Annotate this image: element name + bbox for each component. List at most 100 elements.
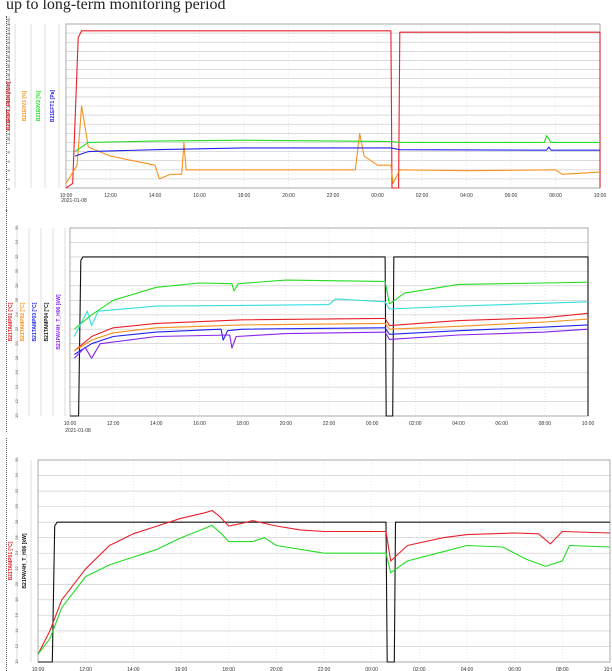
- chart-detail: 36 34 32 30 28 26 24 22 20 18 16 14 12 10 10:00 12:00 14…: [8, 457, 612, 671]
- x-tick-label: 06:00: [508, 667, 521, 671]
- y-tick-label: 1.8E-2: [6, 95, 11, 108]
- axis-label: B21TAMP01 [°C]: [8, 541, 14, 580]
- chart-pressure: 3.6E-23.4E-23.2E-23.0E-22.8E-22.6E-22.4E…: [6, 16, 607, 204]
- y-tick-label: 10: [14, 413, 19, 418]
- y-tick-label: 16: [14, 612, 19, 617]
- y-tick-label: 2: [6, 178, 11, 181]
- y-tick-label: 6: [6, 160, 11, 163]
- axis-label: B21TAMP02 [°C]: [20, 302, 26, 341]
- series-line-green: [73, 279, 589, 330]
- x-tick-label: 22:00: [327, 193, 340, 199]
- axis-label: B21TAMP01 [°C]: [8, 302, 14, 341]
- y-tick-label: 1.0E-2: [6, 132, 11, 145]
- y-tick-label: 28: [14, 283, 19, 288]
- x-tick-label: 10:00: [604, 667, 612, 671]
- x-tick-label: 04:00: [460, 193, 473, 199]
- y-tick-label: 34: [14, 472, 19, 477]
- separator-top: [6, 16, 7, 216]
- series-line-blue: [74, 324, 589, 355]
- y-tick-label: 14: [14, 384, 19, 389]
- x-tick-label: 16:00: [193, 193, 206, 199]
- series-line-green: [74, 135, 600, 153]
- y-tick-label: 4: [6, 169, 11, 172]
- separator-bottom: [6, 438, 7, 671]
- chart-temperatures: 36 34 32 30 28 26 24 22 20 18 16 14 12 10 10:00 12:00 14…: [8, 225, 595, 434]
- x-tick-label: 08:00: [539, 421, 552, 427]
- x-tick-label: 06:00: [495, 421, 508, 427]
- y-tick-label: 2.6E-2: [6, 59, 11, 72]
- x-tick-label: 00:00: [366, 421, 379, 427]
- x-tick-label: 14:00: [150, 421, 163, 427]
- y-tick-label: 18: [14, 355, 19, 360]
- x-tick-label: 14:00: [127, 667, 140, 671]
- x-tick-label: 10:00: [60, 193, 73, 199]
- y-tick-label: 26: [14, 534, 19, 539]
- x-tick-label: 04:00: [461, 667, 474, 671]
- x-tick-label: 02:00: [416, 193, 429, 199]
- y-tick-label: 10: [14, 659, 19, 664]
- series-line-purple: [73, 328, 589, 359]
- chart-panel-detail: 36 34 32 30 28 26 24 22 20 18 16 14 12 10 10:00 12:00 14…: [0, 446, 612, 671]
- series-line-orange: [74, 318, 589, 352]
- y-tick-label: 22: [14, 566, 19, 571]
- x-date-label: 2021-01-08: [61, 198, 87, 204]
- x-tick-label: 22:00: [318, 667, 331, 671]
- axis-label: B21TAMP03 [°C]: [32, 302, 38, 341]
- x-tick-label: 10:00: [582, 421, 595, 427]
- x-tick-label: 18:00: [238, 193, 251, 199]
- y-tick-label: 1.6E-2: [6, 105, 11, 118]
- series-line-red: [73, 312, 589, 352]
- y-tick-label: 36: [14, 225, 19, 230]
- y-tick-label: 2.2E-2: [6, 77, 11, 90]
- x-tick-label: 18:00: [236, 421, 249, 427]
- y-tick-label: 12: [14, 398, 19, 403]
- y-tick-label: 24: [14, 550, 19, 555]
- y-tick-label: 18: [14, 597, 19, 602]
- x-tick-label: 08:00: [556, 667, 569, 671]
- x-tick-label: 16:00: [193, 421, 206, 427]
- chart-panel-pressure: 3.6E-2 3.4E-2 3.2E-2 3.0E-2 2.8E-2 2.6E-2 2.4E…: [0, 16, 612, 216]
- y-tick-label: 2.0E-2: [6, 86, 11, 99]
- series-line-red: [37, 509, 611, 655]
- plot-frame: [37, 459, 611, 663]
- y-tick-label: 32: [14, 488, 19, 493]
- y-tick-label: 34: [14, 239, 19, 244]
- x-tick-label: 10:00: [594, 193, 607, 199]
- y-tick-label: 28: [14, 519, 19, 524]
- x-tick-label: 20:00: [282, 193, 295, 199]
- separator-middle: [6, 210, 7, 432]
- x-tick-label: 12:00: [107, 421, 120, 427]
- y-tick-label: 1.4E-2: [6, 114, 11, 127]
- x-tick-label: 10:00: [32, 667, 45, 671]
- x-tick-label: 12:00: [104, 193, 117, 199]
- axis-label: B21PAV4H_T_H06 [kW]: [56, 294, 62, 349]
- x-tick-label: 06:00: [505, 193, 518, 199]
- x-tick-label: 18:00: [222, 667, 235, 671]
- axis-label: B21E0V2 [%]: [36, 90, 42, 121]
- y-tick-label: 30: [14, 503, 19, 508]
- x-date-label: 2021-01-08: [65, 428, 91, 434]
- series-line-blue: [74, 146, 600, 157]
- y-tick-label: 3.0E-2: [6, 41, 11, 54]
- x-tick-label: 02:00: [413, 667, 426, 671]
- y-tick-label: 3.2E-2: [6, 32, 11, 45]
- axis-label: B21E0V1 [%]: [22, 90, 28, 121]
- x-tick-label: 00:00: [365, 667, 378, 671]
- series-line-green: [37, 524, 611, 655]
- y-tick-label: 24: [14, 312, 19, 317]
- y-tick-label: 12: [14, 643, 19, 648]
- y-tick-label: 36: [14, 457, 19, 462]
- x-tick-label: 02:00: [409, 421, 422, 427]
- chart-panel-temperatures: 36 34 32 30 28 26 24 22 20 18 16 14 12 10 10:00 12:00 14…: [0, 216, 612, 438]
- y-tick-label: 26: [14, 297, 19, 302]
- y-tick-label: 2.8E-2: [6, 50, 11, 63]
- series-line-cyan: [73, 298, 589, 337]
- series-line-red: [65, 30, 601, 189]
- x-tick-label: 20:00: [280, 421, 293, 427]
- axis-label: B21TAMP04 [°C]: [44, 302, 50, 341]
- x-tick-label: 04:00: [452, 421, 465, 427]
- y-tick-label: 22: [14, 326, 19, 331]
- y-tick-label: 32: [14, 254, 19, 259]
- y-tick-label: 30: [14, 268, 19, 273]
- y-tick-label: 14: [14, 628, 19, 633]
